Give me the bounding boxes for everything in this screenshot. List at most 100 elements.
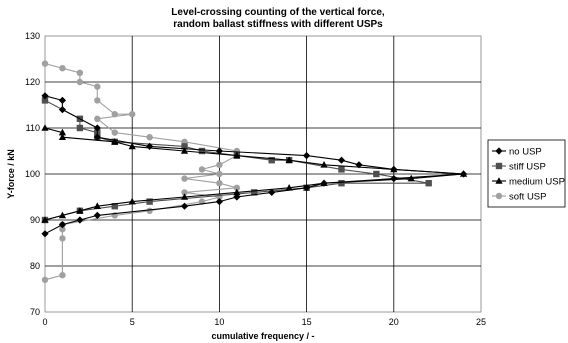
series-soft-usp: [41, 60, 241, 283]
legend-item-medium-usp: medium USP: [492, 177, 565, 188]
data-point-no-usp: [58, 221, 67, 229]
data-point-medium-usp: [320, 161, 328, 168]
data-point-no-usp: [58, 96, 67, 104]
legend-label-stiff-usp: stiff USP: [509, 162, 546, 173]
data-point-soft-usp: [216, 180, 223, 187]
data-point-soft-usp: [146, 134, 153, 141]
data-point-soft-usp: [59, 235, 66, 242]
data-point-stiff-usp: [111, 203, 118, 210]
legend-marker-soft-usp: [495, 192, 503, 200]
data-point-soft-usp: [216, 161, 223, 168]
data-point-no-usp: [268, 188, 276, 196]
data-point-medium-usp: [111, 138, 119, 145]
data-point-medium-usp: [285, 184, 293, 191]
data-point-soft-usp: [198, 166, 206, 173]
data-point-stiff-usp: [338, 166, 345, 173]
data-point-no-usp: [390, 165, 398, 173]
chart-title: Level-crossing counting of the vertical …: [171, 7, 385, 30]
legend-label-soft-usp: soft USP: [509, 192, 547, 203]
data-point-medium-usp: [58, 128, 67, 136]
data-point-no-usp: [390, 175, 398, 183]
legend-item-stiff-usp: stiff USP: [492, 162, 546, 173]
x-tick-label: 15: [302, 317, 312, 327]
gridlines: [45, 36, 481, 312]
data-point-stiff-usp: [76, 124, 84, 132]
legend-marker-stiff-usp: [495, 162, 503, 170]
data-point-soft-usp: [94, 83, 101, 90]
data-point-no-usp: [93, 124, 101, 132]
data-point-soft-usp: [76, 69, 84, 77]
chart-title-line-2: random ballast stiffness with different …: [173, 19, 383, 30]
data-point-soft-usp: [41, 60, 49, 67]
data-point-medium-usp: [41, 124, 49, 131]
data-point-medium-usp: [180, 147, 189, 154]
y-tick-label: 90: [30, 215, 40, 225]
data-point-no-usp: [41, 92, 49, 100]
data-point-medium-usp: [128, 197, 136, 205]
data-point-no-usp: [320, 179, 328, 187]
data-point-stiff-usp: [146, 198, 153, 205]
data-point-medium-usp: [233, 188, 241, 196]
y-tick-label: 80: [30, 261, 40, 271]
x-tick-labels: 0 5 10 15 20 25: [42, 317, 486, 327]
legend-marker-no-usp: [495, 147, 503, 155]
data-point-no-usp: [58, 106, 67, 114]
data-point-no-usp: [180, 202, 189, 210]
data-point-soft-usp: [146, 207, 153, 214]
y-tick-label: 100: [25, 169, 40, 179]
legend-label-medium-usp: medium USP: [509, 177, 565, 188]
legend: no USP stiff USP medium USP soft USP: [487, 139, 566, 208]
data-point-no-usp: [459, 170, 468, 178]
data-point-stiff-usp: [268, 157, 275, 164]
x-tick-label: 5: [130, 317, 135, 327]
x-tick-label: 25: [476, 317, 486, 327]
data-point-stiff-usp: [338, 180, 345, 187]
data-point-medium-usp: [76, 207, 84, 214]
data-point-medium-usp: [233, 151, 241, 159]
data-point-stiff-usp: [198, 147, 206, 155]
legend-item-no-usp: no USP: [492, 147, 542, 158]
data-point-soft-usp: [111, 111, 118, 118]
x-tick-label: 0: [42, 317, 47, 327]
data-point-no-usp: [355, 161, 363, 169]
x-tick-label: 20: [389, 317, 399, 327]
chart-title-line-1: Level-crossing counting of the vertical …: [171, 7, 385, 18]
legend-item-soft-usp: soft USP: [492, 192, 547, 203]
data-point-no-usp: [303, 184, 311, 192]
legend-label-no-usp: no USP: [509, 147, 542, 158]
legend-marker-medium-usp: [495, 177, 503, 184]
data-point-no-usp: [76, 216, 84, 224]
data-point-soft-usp: [233, 184, 241, 191]
data-point-no-usp: [146, 142, 154, 150]
y-axis-label: Y-force / kN: [6, 149, 16, 199]
data-point-medium-usp: [285, 156, 293, 163]
data-point-stiff-usp: [251, 189, 258, 196]
data-point-soft-usp: [59, 65, 66, 72]
data-point-soft-usp: [111, 129, 118, 136]
data-point-medium-usp: [128, 142, 136, 150]
data-point-stiff-usp: [41, 97, 49, 104]
data-point-medium-usp: [58, 211, 67, 219]
y-tick-label: 130: [25, 31, 40, 41]
series-no-usp: [41, 92, 468, 238]
data-point-no-usp: [93, 211, 101, 219]
data-point-medium-usp: [41, 216, 49, 223]
y-tick-label: 120: [25, 77, 40, 87]
data-point-medium-usp: [180, 193, 189, 200]
y-tick-label: 110: [26, 123, 40, 133]
series-layer: [41, 60, 468, 283]
y-tick-labels: 70 80 90 100 110 120 130: [25, 31, 40, 317]
data-point-soft-usp: [59, 272, 66, 279]
x-tick-label: 10: [214, 317, 224, 327]
data-point-stiff-usp: [425, 180, 432, 187]
data-point-medium-usp: [58, 133, 67, 140]
data-point-soft-usp: [94, 115, 101, 123]
data-point-no-usp: [303, 152, 311, 160]
data-point-soft-usp: [76, 78, 84, 86]
data-point-no-usp: [215, 147, 223, 155]
data-point-no-usp: [233, 193, 241, 201]
data-point-soft-usp: [41, 276, 49, 283]
data-point-stiff-usp: [373, 170, 380, 178]
data-point-medium-usp: [93, 202, 101, 209]
